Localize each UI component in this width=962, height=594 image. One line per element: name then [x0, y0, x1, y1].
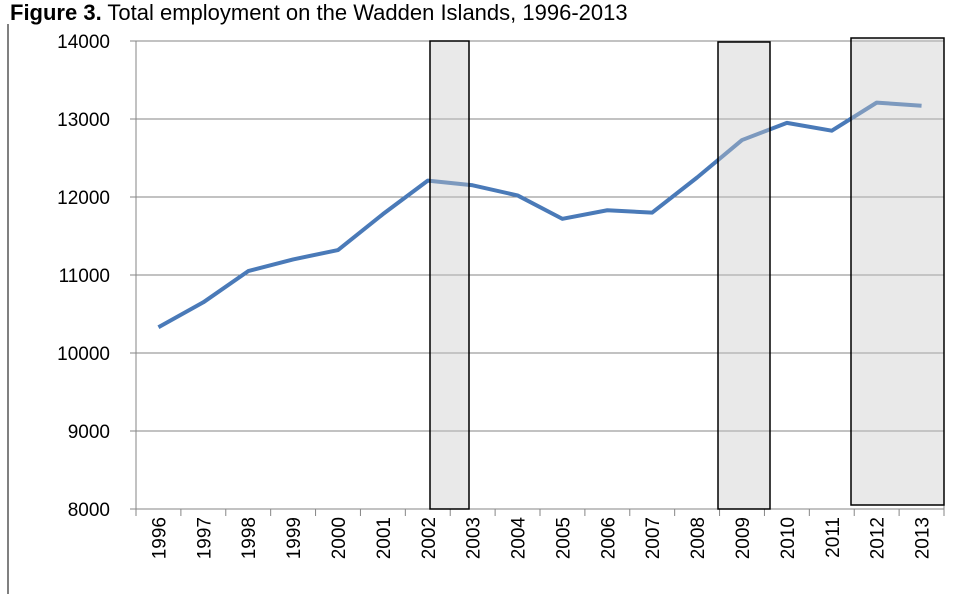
highlight-box [850, 37, 945, 506]
x-tick-label: 1999 [284, 517, 305, 559]
x-tick-label: 2002 [419, 517, 440, 559]
x-tick-label: 1997 [194, 517, 215, 559]
x-tick-label: 1998 [239, 517, 260, 559]
figure-label: Figure 3. [10, 0, 102, 25]
x-tick-label: 2001 [374, 517, 395, 559]
y-tick-label: 10000 [57, 344, 110, 365]
highlight-box [429, 40, 470, 510]
x-tick-label: 2005 [553, 517, 574, 559]
y-tick-label: 12000 [57, 188, 110, 209]
x-tick-label: 2008 [688, 517, 709, 559]
x-tick-label: 2006 [598, 517, 619, 559]
chart-title-line: Figure 3. Total employment on the Wadden… [10, 0, 628, 25]
x-tick-label: 2000 [329, 517, 350, 559]
x-tick-label: 2012 [868, 517, 889, 559]
y-tick-label: 8000 [68, 500, 110, 521]
x-tick-label: 2013 [913, 517, 934, 559]
y-tick-label: 14000 [57, 32, 110, 53]
y-tick-label: 13000 [57, 110, 110, 131]
x-tick-label: 2004 [509, 517, 530, 560]
x-tick-label: 2009 [733, 517, 754, 559]
series-line [157, 100, 922, 330]
x-tick-label: 2007 [643, 517, 664, 559]
x-tick-label: 2003 [464, 517, 485, 559]
chart-title: Total employment on the Wadden Islands, … [107, 0, 627, 25]
x-tick-label: 2011 [823, 517, 844, 558]
x-tick-label: 2010 [778, 517, 799, 559]
y-tick-label: 11000 [59, 266, 110, 287]
x-tick-label: 1996 [149, 517, 170, 559]
highlight-box [717, 41, 771, 510]
plot-area: 8000 9000 10000 11000 12000 13000 14000 1996 199… [57, 32, 945, 560]
y-tick-label: 9000 [68, 422, 110, 443]
